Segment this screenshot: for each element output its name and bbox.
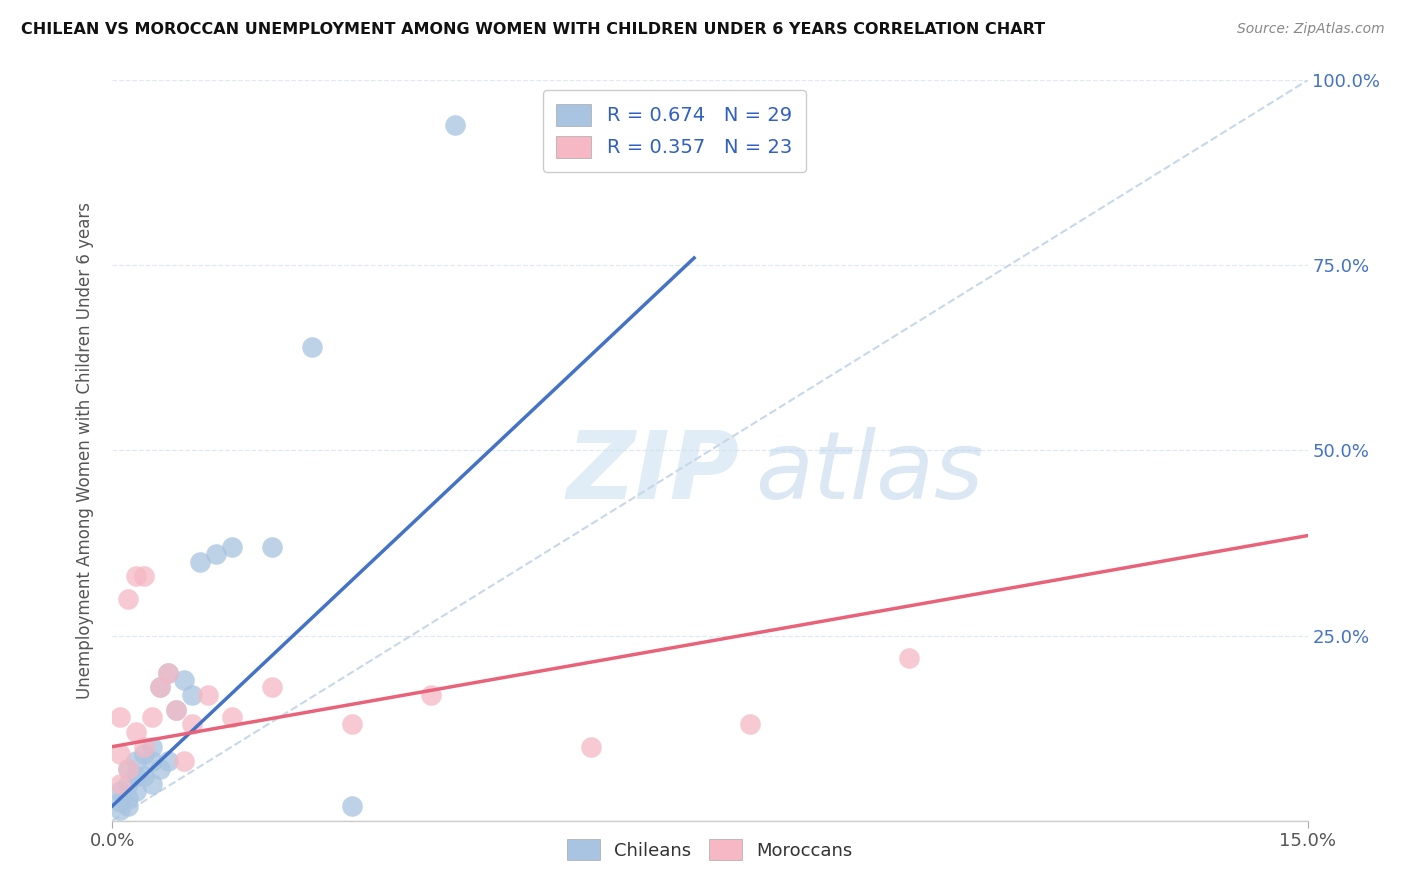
Point	[340, 798, 363, 813]
Point	[165, 703, 187, 717]
Text: atlas: atlas	[755, 427, 984, 518]
Y-axis label: Unemployment Among Women with Children Under 6 years: Unemployment Among Women with Children U…	[76, 202, 94, 699]
Point	[149, 681, 172, 695]
Point	[125, 724, 148, 739]
Point	[134, 747, 156, 761]
Point	[134, 569, 156, 583]
Point	[125, 769, 148, 783]
Text: ZIP: ZIP	[567, 426, 740, 518]
Point	[157, 665, 180, 680]
Point	[141, 710, 163, 724]
Point	[117, 791, 139, 805]
Point	[110, 710, 132, 724]
Point	[173, 755, 195, 769]
Point	[181, 688, 204, 702]
Point	[157, 665, 180, 680]
Point	[188, 555, 211, 569]
Point	[125, 755, 148, 769]
Point	[134, 769, 156, 783]
Point	[117, 591, 139, 606]
Point	[181, 717, 204, 731]
Point	[149, 681, 172, 695]
Text: CHILEAN VS MOROCCAN UNEMPLOYMENT AMONG WOMEN WITH CHILDREN UNDER 6 YEARS CORRELA: CHILEAN VS MOROCCAN UNEMPLOYMENT AMONG W…	[21, 22, 1045, 37]
Point	[340, 717, 363, 731]
Point	[117, 762, 139, 776]
Point	[173, 673, 195, 687]
Point	[205, 547, 228, 561]
Point	[301, 340, 323, 354]
Text: Source: ZipAtlas.com: Source: ZipAtlas.com	[1237, 22, 1385, 37]
Point	[134, 739, 156, 754]
Point	[149, 762, 172, 776]
Point	[420, 688, 443, 702]
Point	[141, 776, 163, 791]
Point	[110, 784, 132, 798]
Point	[579, 739, 602, 754]
Point	[898, 650, 921, 665]
Legend: Chileans, Moroccans: Chileans, Moroccans	[557, 829, 863, 871]
Point	[260, 540, 283, 554]
Point	[738, 717, 761, 731]
Point	[110, 747, 132, 761]
Point	[260, 681, 283, 695]
Point	[141, 755, 163, 769]
Point	[165, 703, 187, 717]
Point	[221, 710, 243, 724]
Point	[110, 776, 132, 791]
Point	[157, 755, 180, 769]
Point	[125, 784, 148, 798]
Point	[117, 776, 139, 791]
Point	[125, 569, 148, 583]
Point	[221, 540, 243, 554]
Point	[117, 762, 139, 776]
Point	[197, 688, 219, 702]
Point	[141, 739, 163, 754]
Point	[110, 803, 132, 817]
Point	[117, 798, 139, 813]
Point	[110, 795, 132, 809]
Point	[444, 118, 467, 132]
